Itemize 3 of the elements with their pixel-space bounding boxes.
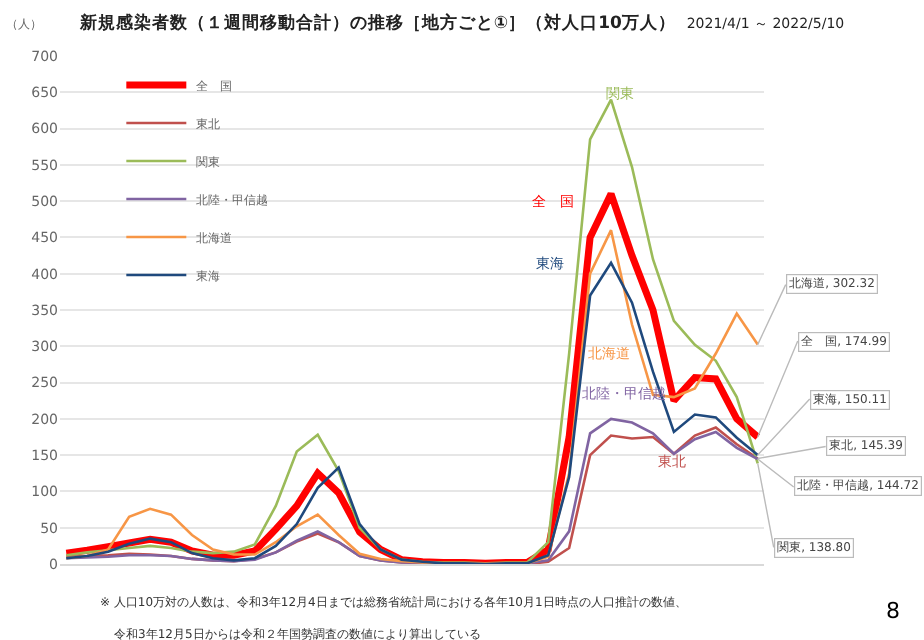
chart-title: 新規感染者数（１週間移動合計）の推移［地方ごと①］（対人口10万人）	[77, 11, 676, 34]
text: 8	[886, 598, 900, 624]
line-series	[64, 98, 760, 564]
